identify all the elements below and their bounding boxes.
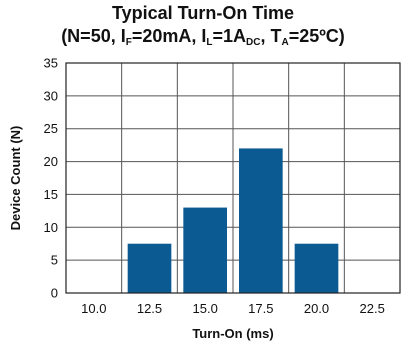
subtitle-subscript: F [125, 37, 132, 48]
x-tick-label: 15.0 [193, 301, 218, 316]
subtitle-subscript: A [281, 37, 289, 48]
subtitle-part: , T [260, 26, 282, 46]
x-axis-ticks: 10.0 12.5 15.0 17.5 20.0 22.5 [81, 301, 385, 316]
bar-layer [127, 148, 339, 293]
x-tick-label: 17.5 [248, 301, 273, 316]
subtitle-part: =25ºC) [288, 26, 345, 46]
subtitle-subscript: DC [246, 37, 261, 48]
chart-subtitle: (N=50, IF=20mA, IL=1ADC, TA=25ºC) [0, 26, 406, 48]
y-tick-label: 0 [51, 286, 58, 301]
y-tick-label: 20 [44, 154, 58, 169]
y-tick-label: 25 [44, 121, 58, 136]
grid-layer [66, 63, 400, 293]
chart-title: Typical Turn-On Time [111, 3, 295, 23]
bar [127, 243, 172, 293]
x-axis-label: Turn-On (ms) [192, 326, 273, 341]
y-axis-label: Device Count (N) [8, 126, 23, 231]
subtitle-part: (N=50, I [61, 26, 126, 46]
subtitle-part: =1A [212, 26, 247, 46]
y-axis-ticks: 0 5 10 15 20 25 30 35 [44, 56, 58, 301]
plot-border [65, 62, 401, 294]
y-tick-label: 10 [44, 220, 58, 235]
y-tick-label: 30 [44, 88, 58, 103]
plot-frame [65, 62, 401, 294]
bar [183, 207, 227, 293]
subtitle-part: =20mA, I [131, 26, 207, 46]
bar [239, 148, 283, 293]
x-tick-label: 22.5 [360, 301, 385, 316]
x-tick-label: 20.0 [304, 301, 329, 316]
y-tick-label: 5 [51, 253, 58, 268]
y-tick-label: 35 [44, 56, 58, 71]
y-tick-label: 15 [44, 187, 58, 202]
x-tick-label: 10.0 [81, 301, 106, 316]
x-tick-label: 12.5 [137, 301, 162, 316]
subtitle-subscript: L [206, 37, 213, 48]
bar [294, 243, 339, 293]
